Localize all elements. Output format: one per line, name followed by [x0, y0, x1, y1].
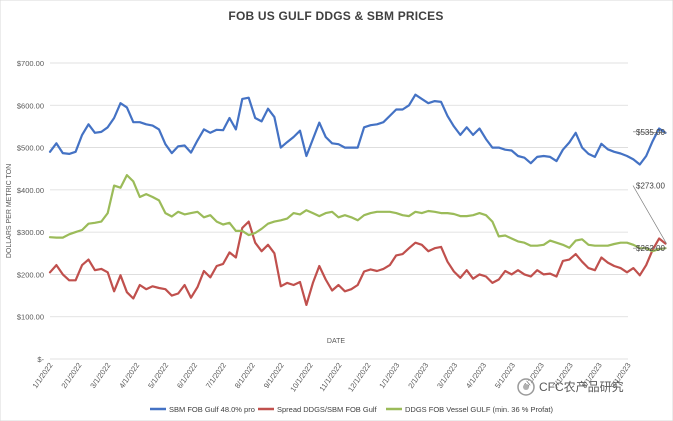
watermark-logo-icon	[517, 378, 535, 396]
watermark-text: CFC农产品研究	[539, 379, 624, 394]
y-tick-label: $100.00	[17, 313, 44, 322]
y-tick-label: $400.00	[17, 186, 44, 195]
callout-leader	[632, 185, 667, 244]
callout-label: $262.00	[636, 244, 665, 253]
callouts: $535.00 $273.00 $262.00	[632, 128, 667, 253]
legend-label: SBM FOB Gulf 48.0% pro	[169, 405, 255, 414]
gridlines	[50, 62, 628, 360]
y-tick-label: $700.00	[17, 59, 44, 68]
y-tick-label: $500.00	[17, 144, 44, 153]
y-tick-label: $200.00	[17, 270, 44, 279]
callout-label: $535.00	[636, 128, 665, 137]
y-tick-label: $-	[37, 355, 44, 364]
series-lines	[48, 93, 667, 306]
legend: SBM FOB Gulf 48.0% pro Spread DDGS/SBM FO…	[150, 405, 553, 414]
watermark: CFC农产品研究	[517, 378, 624, 396]
series-line-2	[48, 174, 667, 253]
legend-label: Spread DDGS/SBM FOB Gulf	[277, 405, 378, 414]
y-tick-label: $300.00	[17, 228, 44, 237]
legend-label: DDGS FOB Vessel GULF (min. 36 % Profat)	[405, 405, 553, 414]
series-line-1	[48, 220, 667, 306]
callout-label: $273.00	[636, 182, 665, 191]
x-axis-title: DATE	[327, 338, 345, 345]
series-line-0	[48, 93, 667, 166]
chart-title: FOB US GULF DDGS & SBM PRICES	[228, 9, 443, 23]
y-tick-label: $600.00	[17, 101, 44, 110]
y-axis-title: DOLLARS PER METRIC TON	[6, 164, 13, 258]
callout-leader	[632, 131, 667, 134]
y-axis-ticks: $- $100.00 $200.00 $300.00 $400.00 $500.00 $60…	[17, 59, 45, 364]
